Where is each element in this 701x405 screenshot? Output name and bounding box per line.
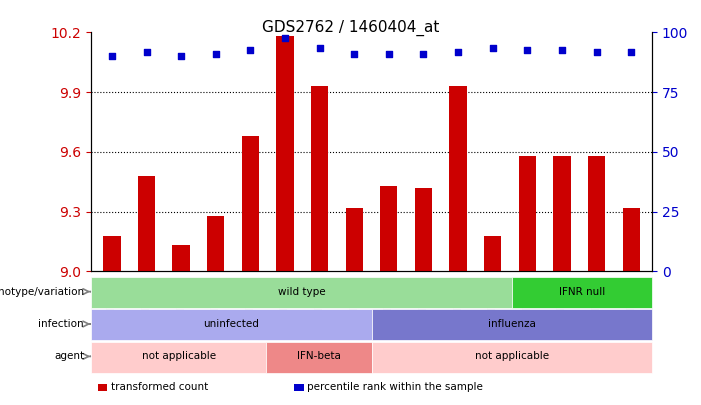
- Point: [522, 47, 533, 53]
- Bar: [588, 156, 605, 271]
- Bar: [103, 235, 121, 271]
- Point: [245, 47, 256, 53]
- Point: [418, 51, 429, 58]
- Bar: [242, 136, 259, 271]
- Point: [314, 45, 325, 51]
- Bar: [172, 245, 190, 271]
- Text: GDS2762 / 1460404_at: GDS2762 / 1460404_at: [261, 20, 440, 36]
- Point: [452, 49, 463, 55]
- Point: [383, 51, 395, 58]
- Point: [141, 49, 152, 55]
- Bar: [138, 176, 155, 271]
- Text: not applicable: not applicable: [475, 352, 549, 361]
- Text: influenza: influenza: [488, 319, 536, 329]
- Point: [348, 51, 360, 58]
- Text: agent: agent: [54, 352, 84, 361]
- Bar: [415, 188, 432, 271]
- Text: IFNR null: IFNR null: [559, 287, 605, 296]
- Bar: [346, 208, 363, 271]
- Point: [107, 53, 118, 60]
- Bar: [484, 235, 501, 271]
- Point: [280, 35, 291, 42]
- Bar: [449, 86, 467, 271]
- Text: IFN-beta: IFN-beta: [297, 352, 341, 361]
- Point: [175, 53, 186, 60]
- Bar: [553, 156, 571, 271]
- Point: [557, 47, 568, 53]
- Bar: [276, 36, 294, 271]
- Text: percentile rank within the sample: percentile rank within the sample: [307, 382, 483, 392]
- Bar: [622, 208, 640, 271]
- Point: [591, 49, 602, 55]
- Bar: [380, 186, 397, 271]
- Point: [210, 51, 222, 58]
- Text: transformed count: transformed count: [111, 382, 208, 392]
- Point: [487, 45, 498, 51]
- Text: wild type: wild type: [278, 287, 325, 296]
- Text: uninfected: uninfected: [203, 319, 259, 329]
- Text: infection: infection: [39, 319, 84, 329]
- Text: not applicable: not applicable: [142, 352, 216, 361]
- Point: [625, 49, 637, 55]
- Bar: [519, 156, 536, 271]
- Bar: [311, 86, 328, 271]
- Bar: [207, 215, 224, 271]
- Text: genotype/variation: genotype/variation: [0, 287, 84, 296]
